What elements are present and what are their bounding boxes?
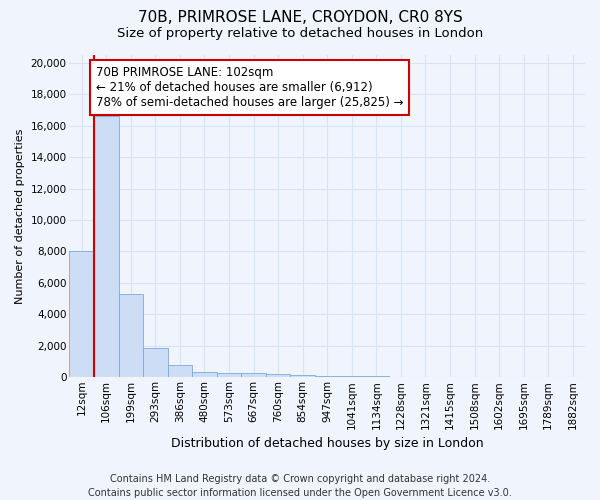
Bar [241,374,266,377]
Bar [315,376,340,377]
Text: 70B, PRIMROSE LANE, CROYDON, CR0 8YS: 70B, PRIMROSE LANE, CROYDON, CR0 8YS [137,10,463,25]
Bar [167,366,192,377]
Text: Contains HM Land Registry data © Crown copyright and database right 2024.
Contai: Contains HM Land Registry data © Crown c… [88,474,512,498]
Bar [290,376,315,377]
Y-axis label: Number of detached properties: Number of detached properties [15,128,25,304]
Bar [70,250,94,377]
Bar [192,372,217,377]
Bar [119,294,143,377]
X-axis label: Distribution of detached houses by size in London: Distribution of detached houses by size … [171,437,484,450]
Text: Size of property relative to detached houses in London: Size of property relative to detached ho… [117,28,483,40]
Bar [340,376,364,377]
Text: 70B PRIMROSE LANE: 102sqm
← 21% of detached houses are smaller (6,912)
78% of se: 70B PRIMROSE LANE: 102sqm ← 21% of detac… [96,66,403,109]
Bar [389,376,413,377]
Bar [364,376,389,377]
Bar [143,348,167,377]
Bar [217,372,241,377]
Bar [94,116,119,377]
Bar [266,374,290,377]
